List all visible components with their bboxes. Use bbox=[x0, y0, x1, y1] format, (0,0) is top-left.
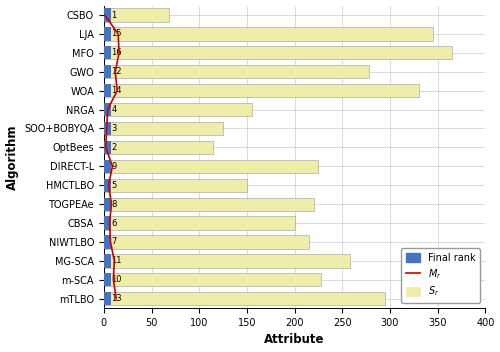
Bar bbox=[104, 122, 223, 135]
Text: 9: 9 bbox=[112, 162, 116, 171]
Bar bbox=[104, 27, 110, 40]
Bar bbox=[104, 197, 314, 211]
Text: 7: 7 bbox=[112, 238, 116, 246]
Text: 3: 3 bbox=[112, 124, 116, 133]
Bar bbox=[104, 235, 110, 249]
Bar bbox=[104, 65, 369, 78]
Bar bbox=[104, 8, 168, 21]
Text: 5: 5 bbox=[112, 181, 116, 190]
Bar bbox=[104, 84, 110, 97]
Legend: Final rank, $M_r$, $S_r$: Final rank, $M_r$, $S_r$ bbox=[400, 248, 480, 303]
Bar bbox=[104, 254, 110, 268]
Text: 13: 13 bbox=[112, 294, 122, 303]
Text: 16: 16 bbox=[112, 48, 122, 57]
Bar bbox=[104, 160, 110, 173]
Text: 6: 6 bbox=[112, 219, 116, 227]
Y-axis label: Algorithm: Algorithm bbox=[6, 124, 18, 190]
Text: 11: 11 bbox=[112, 256, 122, 265]
Bar bbox=[104, 103, 110, 116]
Bar bbox=[104, 292, 385, 305]
Text: 1: 1 bbox=[112, 11, 116, 19]
Bar bbox=[104, 160, 318, 173]
Bar bbox=[104, 235, 309, 249]
X-axis label: Attribute: Attribute bbox=[264, 333, 325, 346]
Bar bbox=[104, 27, 433, 40]
Bar bbox=[104, 141, 214, 154]
Text: 10: 10 bbox=[112, 275, 122, 284]
Bar bbox=[104, 141, 110, 154]
Bar bbox=[104, 273, 110, 287]
Bar bbox=[104, 216, 294, 230]
Bar bbox=[104, 178, 247, 192]
Text: 8: 8 bbox=[112, 200, 116, 209]
Bar bbox=[104, 197, 110, 211]
Text: 4: 4 bbox=[112, 105, 116, 114]
Bar bbox=[104, 254, 350, 268]
Bar bbox=[104, 178, 110, 192]
Bar bbox=[104, 122, 110, 135]
Bar bbox=[104, 103, 252, 116]
Text: 2: 2 bbox=[112, 143, 116, 152]
Text: 14: 14 bbox=[112, 86, 122, 95]
Bar bbox=[104, 46, 110, 59]
Bar bbox=[104, 216, 110, 230]
Bar bbox=[104, 65, 110, 78]
Bar bbox=[104, 8, 110, 21]
Text: 15: 15 bbox=[112, 30, 122, 38]
Text: 12: 12 bbox=[112, 67, 122, 76]
Bar bbox=[104, 84, 418, 97]
Bar bbox=[104, 292, 110, 305]
Bar bbox=[104, 46, 452, 59]
Bar bbox=[104, 273, 321, 287]
